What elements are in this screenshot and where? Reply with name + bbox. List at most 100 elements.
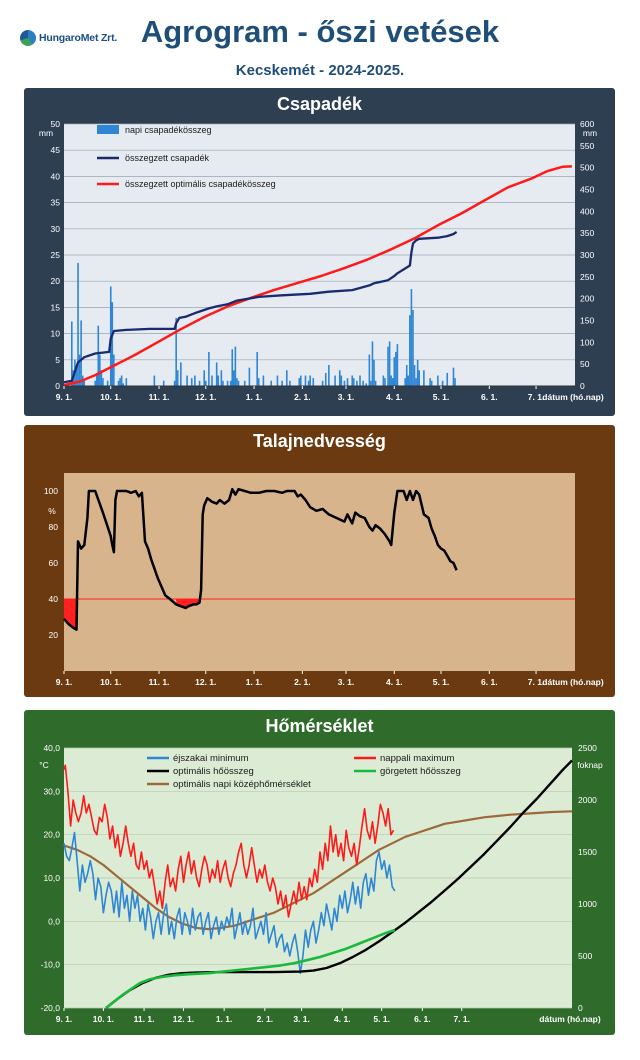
- y-tick-label: 80: [49, 522, 59, 532]
- precip-bar: [113, 354, 115, 386]
- y-tick-label-left: 30,0: [43, 786, 60, 796]
- y-tick-label-left: 0: [55, 381, 60, 391]
- precip-bar: [304, 375, 307, 386]
- month-tick-label: 3. 1.: [338, 677, 355, 687]
- precip-bar: [102, 378, 104, 386]
- legend-opt-heat-label: optimális hőösszeg: [173, 766, 254, 777]
- y-axis-unit-left: mm: [39, 128, 53, 138]
- precip-bar: [454, 378, 456, 386]
- month-tick-label: 10. 1.: [100, 677, 121, 687]
- legend-tmax-label: nappali maximum: [380, 753, 455, 764]
- precip-bar: [119, 378, 121, 386]
- temperature-chart-panel: -20,0 -10,0 0,0 10,0 20,0 30,0 40,0 0 500 1000 150…: [24, 710, 615, 1035]
- month-tick-label: 9. 1.: [56, 392, 73, 402]
- y-tick-label-right: 600: [580, 119, 594, 129]
- precip-bar: [203, 370, 206, 386]
- precip-bar: [391, 378, 394, 386]
- y-tick-label-right: 200: [580, 294, 594, 304]
- precip-bar: [77, 262, 79, 386]
- precip-bar: [409, 315, 411, 386]
- precip-bar: [180, 362, 182, 386]
- precip-bar: [416, 359, 419, 386]
- precip-bar: [413, 365, 416, 386]
- optimal-mean-temp-line: [63, 810, 573, 931]
- precip-bar: [257, 378, 260, 386]
- precip-bar: [99, 354, 101, 386]
- precipitation-chart-panel: 0 5 10 15 20 25 30 35 40 45 50 0 50 100 150 200 250 300 35…: [24, 88, 615, 416]
- rolling-heat-sum-line: [105, 928, 396, 1010]
- month-tick-label: 6. 1.: [481, 392, 498, 402]
- precip-bar: [173, 380, 176, 386]
- precip-bar: [338, 370, 341, 386]
- precip-bar: [186, 375, 188, 386]
- precip-bar: [321, 380, 324, 386]
- y-tick-label-left: 0,0: [48, 916, 60, 926]
- precip-bar: [117, 380, 120, 386]
- precip-bar: [334, 375, 336, 386]
- precip-bar: [95, 375, 98, 386]
- y-tick-label-left: 45: [51, 145, 61, 155]
- cumulative-precip-line: [63, 230, 458, 384]
- precip-bar: [276, 375, 279, 386]
- y-tick-label-left: 20: [51, 276, 61, 286]
- precip-bar: [359, 375, 361, 386]
- y-tick-label-left: 50: [51, 119, 61, 129]
- precip-bar: [390, 375, 392, 386]
- precip-bar: [194, 375, 196, 386]
- month-tick-label: 12. 1.: [173, 1014, 194, 1024]
- y-tick-label-right: 1000: [578, 899, 597, 909]
- precip-bar: [418, 370, 421, 386]
- month-tick-label: 5. 1.: [373, 1014, 390, 1024]
- precip-bar: [328, 365, 330, 386]
- y-tick-label-right: 350: [580, 228, 594, 238]
- precip-bar: [97, 325, 100, 386]
- precip-bar: [452, 367, 455, 386]
- y-tick-label-left: 5: [55, 355, 60, 365]
- precip-bar: [312, 378, 315, 386]
- month-tick-label: 5. 1.: [433, 677, 450, 687]
- precip-bar: [289, 380, 291, 386]
- precip-bar: [176, 370, 179, 386]
- precip-bar: [120, 375, 123, 386]
- month-tick-label: 4. 1.: [386, 392, 403, 402]
- chart-title-temperature: Hőmérséklet: [265, 716, 374, 736]
- y-tick-label-right: 400: [580, 206, 594, 216]
- y-tick-label: 100: [44, 486, 58, 496]
- precip-bar: [388, 341, 391, 386]
- precip-bar: [198, 380, 201, 386]
- month-tick-label: 2. 1.: [294, 392, 311, 402]
- x-axis-note: dátum (hó.nap): [542, 677, 604, 687]
- month-tick-label: 12. 1.: [195, 677, 216, 687]
- precip-bar: [412, 310, 414, 386]
- x-axis-note: dátum (hó.nap): [539, 1014, 601, 1024]
- legend-label-cumulative: összegzett csapadék: [125, 153, 210, 163]
- precip-bar: [256, 351, 258, 386]
- header: HungaroMet Zrt. Agrogram - őszi vetések …: [0, 0, 640, 86]
- y-tick-label-left: 15: [51, 302, 61, 312]
- precip-bar: [78, 354, 81, 386]
- y-axis-unit-left: °C: [39, 760, 49, 770]
- y-tick-label-left: 10,0: [43, 873, 60, 883]
- precip-bar: [371, 341, 374, 386]
- y-tick-label-right: 0: [578, 1003, 583, 1013]
- y-tick-label-left: 20,0: [43, 830, 60, 840]
- precip-bar: [395, 351, 397, 386]
- hungaromet-logo: HungaroMet Zrt.: [20, 30, 117, 46]
- page-title: Agrogram - őszi vetések: [140, 14, 500, 49]
- precip-bar: [384, 378, 386, 386]
- precip-bar: [190, 378, 193, 386]
- month-tick-label: 3. 1.: [293, 1014, 310, 1024]
- y-tick-label-right: 1500: [578, 847, 597, 857]
- y-tick-label-right: 150: [580, 316, 594, 326]
- precip-bar: [75, 365, 78, 386]
- x-axis-note: dátum (hó.nap): [542, 392, 604, 402]
- precip-bar: [343, 380, 346, 386]
- precip-bar: [94, 380, 96, 386]
- y-axis-unit-right: mm: [583, 128, 597, 138]
- month-tick-label: 2. 1.: [257, 1014, 274, 1024]
- legend-label-daily: napi csapadékösszeg: [125, 125, 212, 135]
- precip-bar: [208, 351, 210, 386]
- y-tick-label-right: 450: [580, 185, 594, 195]
- y-tick-label-left: 40: [51, 171, 61, 181]
- precip-bar: [231, 349, 234, 386]
